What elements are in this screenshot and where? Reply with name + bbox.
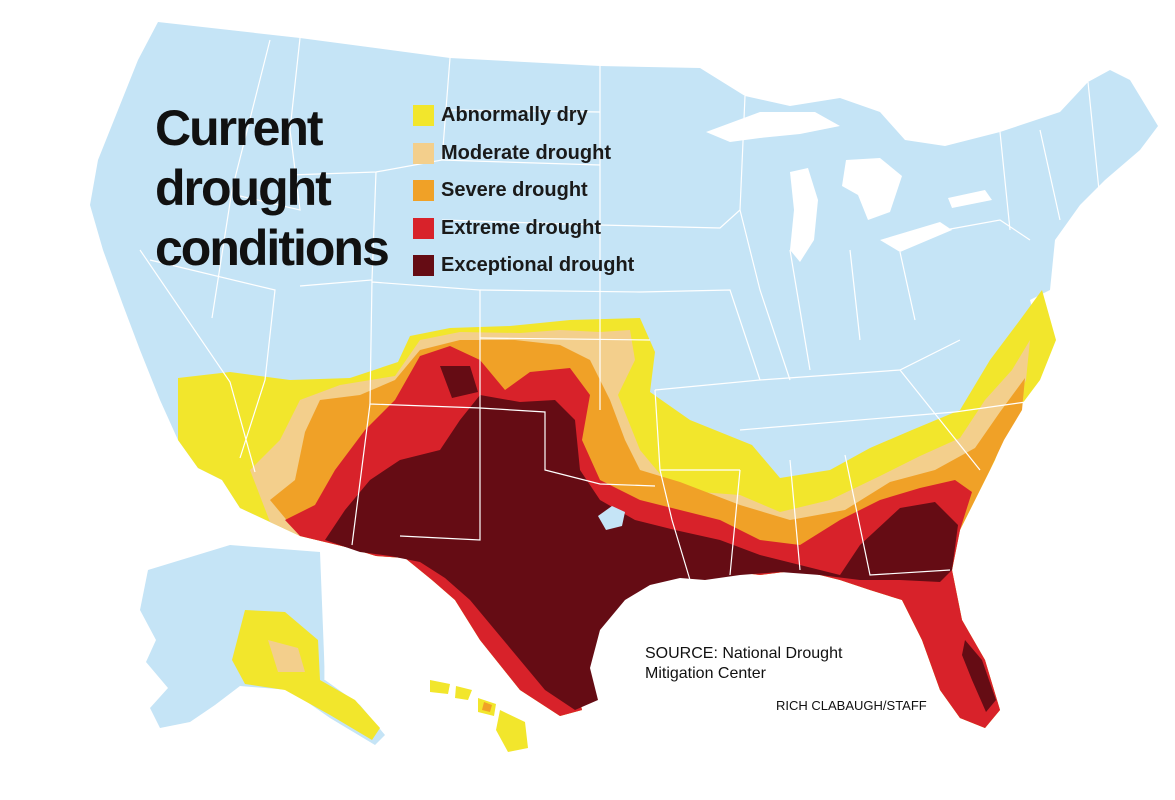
legend-label: Extreme drought: [441, 216, 602, 239]
hawaii-islands: [430, 680, 528, 752]
border-northeast: [944, 81, 1101, 241]
legend-swatch: [413, 105, 434, 126]
legend-label: Moderate drought: [441, 141, 611, 164]
lake-michigan: [790, 168, 818, 262]
border-nebraska-kansas: [479, 289, 651, 341]
legend-item-moderate-drought: Moderate drought: [413, 140, 634, 178]
source-note: SOURCE: National Drought Mitigation Cent…: [645, 644, 842, 684]
legend-item-exceptional-drought: Exceptional drought: [413, 252, 634, 290]
lake-ontario: [948, 190, 992, 208]
border-ohio: [849, 249, 916, 341]
state-borders: [139, 37, 1101, 680]
lake-huron: [842, 158, 902, 220]
hawaii-severe: [482, 702, 492, 712]
map-legend: Abnormally dry Moderate drought Severe d…: [413, 102, 634, 290]
legend-item-severe-drought: Severe drought: [413, 177, 634, 215]
border-georgia-florida: [844, 454, 951, 576]
legend-label: Abnormally dry: [441, 104, 588, 126]
border-dakotas: [441, 109, 601, 226]
source-line-1: SOURCE: National Drought: [645, 645, 843, 662]
legend-swatch: [413, 180, 434, 201]
title-line-3: conditions: [155, 220, 390, 276]
border-nevada: [149, 259, 276, 459]
border-oklahoma-texas: [479, 407, 656, 487]
border-mississippi-alabama: [729, 459, 801, 576]
lake-superior: [706, 112, 840, 142]
border-missouri: [639, 289, 761, 391]
exceptional-drought-zone: [325, 395, 958, 710]
legend-swatch: [413, 142, 434, 164]
border-carolinas: [899, 369, 1041, 471]
map-title: Current drought conditions: [155, 98, 390, 278]
border-arizona-new-mexico: [351, 403, 481, 546]
legend-swatch: [413, 217, 434, 239]
legend-label: Exceptional drought: [441, 254, 635, 276]
texas-reservoir: [598, 506, 625, 530]
alaska-drought-inner: [268, 640, 305, 672]
source-line-2: Mitigation Center: [645, 665, 766, 682]
border-illinois-indiana: [739, 209, 811, 381]
lake-erie: [880, 222, 952, 252]
legend-item-abnormally-dry: Abnormally dry: [413, 102, 634, 140]
legend-item-extreme-drought: Extreme drought: [413, 215, 634, 253]
legend-swatch: [413, 255, 434, 276]
legend-label: Severe drought: [441, 179, 588, 201]
border-california-nevada: [139, 249, 256, 473]
border-idaho-montana: [239, 37, 301, 211]
border-minnesota-iowa: [599, 95, 746, 229]
florida-exceptional: [962, 640, 996, 712]
border-montana-dakota: [289, 57, 451, 176]
border-west-line: [211, 39, 271, 319]
title-line-1: Current: [155, 100, 324, 156]
credit-line: RICH CLABAUGH/STAFF: [776, 698, 927, 713]
new-mexico-exceptional-patch: [440, 366, 478, 398]
border-arkansas-louisiana: [654, 389, 740, 581]
title-line-2: drought: [155, 160, 332, 216]
